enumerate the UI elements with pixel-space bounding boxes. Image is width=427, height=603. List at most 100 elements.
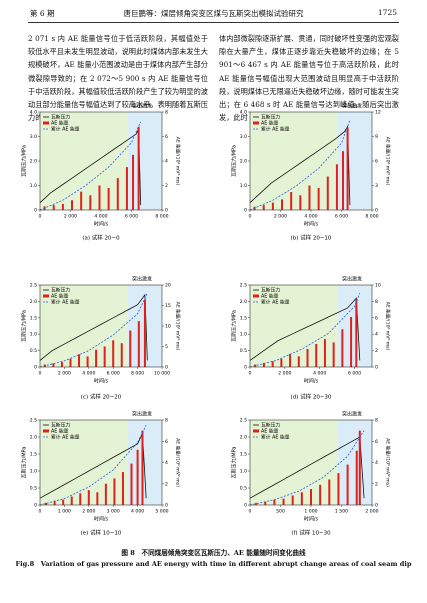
x-tick-label: 2 000 — [274, 214, 287, 220]
legend-label: 瓦斯压力 — [261, 422, 280, 429]
ae-bar — [262, 362, 265, 367]
ae-bar — [98, 185, 101, 210]
y-axis-label: 瓦斯压力/MPa — [21, 310, 28, 342]
y2-tick-label: 6 — [375, 159, 378, 165]
plot-frame — [249, 111, 373, 211]
ae-bar — [290, 192, 293, 210]
y-tick-label: 1.5 — [240, 315, 247, 321]
y-tick-label: 1.5 — [30, 315, 37, 321]
legend-label: AE 能量 — [51, 120, 69, 127]
ae-bar — [271, 202, 274, 210]
ae-bar — [104, 483, 107, 505]
y2-tick-label: 4 — [375, 460, 378, 466]
cumulative-line — [39, 121, 142, 211]
phase-background — [337, 285, 372, 367]
ae-bar — [346, 464, 349, 505]
ae-bar — [332, 342, 335, 367]
y2-tick-label: 8 — [375, 299, 378, 305]
y2-axis-label: AE 能量/(10⁶ mV²·ms) — [175, 438, 182, 487]
plot-frame — [39, 284, 163, 368]
y-tick-label: 4.0 — [240, 110, 247, 116]
x-tick-label: 2 000 — [58, 371, 71, 377]
x-tick-label: 2 000 — [278, 371, 291, 377]
panel-caption: (b) 试样 20−10 — [291, 234, 332, 242]
y2-tick-label: 2 — [165, 183, 168, 189]
ae-bar — [281, 199, 284, 210]
y2-tick-label: 2 — [165, 481, 168, 487]
ae-bar — [70, 496, 73, 505]
ae-bar — [52, 363, 55, 367]
annotation: 突出激发 — [342, 276, 362, 283]
y-tick-label: 2.0 — [30, 159, 37, 165]
ae-bar — [125, 167, 128, 210]
plot-frame — [249, 419, 373, 506]
y-tick-label: 1.0 — [30, 469, 37, 475]
plot-frame — [249, 284, 373, 368]
cumulative-line — [249, 430, 365, 506]
y2-tick-label: 2 — [375, 348, 378, 354]
y2-tick-label: 5 — [165, 344, 168, 350]
ae-bar — [310, 489, 312, 505]
y2-tick-label: 6 — [375, 315, 378, 321]
ae-bar — [289, 353, 292, 367]
phase-background — [250, 112, 338, 210]
ae-bar — [141, 430, 144, 505]
y-tick-label: 3.0 — [30, 134, 37, 140]
ae-bar — [300, 492, 303, 505]
y-tick-label: 1.0 — [240, 332, 247, 338]
y-tick-label: 1.0 — [240, 469, 247, 475]
x-tick-label: 8 000 — [365, 214, 378, 220]
phase-background — [250, 420, 338, 505]
y-tick-label: 0.5 — [30, 348, 37, 354]
ae-bar — [60, 362, 63, 367]
x-axis-label: 时间/s — [94, 516, 109, 523]
y-tick-label: 0 — [244, 503, 247, 509]
x-tick-label: 6 000 — [125, 214, 138, 220]
y-tick-label: 2.5 — [240, 418, 247, 424]
y2-tick-label: 0 — [375, 503, 378, 509]
panel-caption: (a) 试样 20−0 — [82, 234, 120, 242]
y2-tick-label: 4 — [375, 332, 378, 338]
phase-background — [250, 285, 338, 367]
ae-bar — [282, 498, 285, 505]
y-tick-label: 0.5 — [240, 348, 247, 354]
ae-bar — [116, 178, 119, 210]
running-title: 唐巨鹏等：煤层倾角突变区煤与瓦斯突出模拟试验研究 — [123, 9, 304, 18]
y-tick-label: 0.5 — [240, 486, 247, 492]
y2-tick-label: 4 — [165, 159, 168, 165]
y-tick-label: 4.0 — [30, 110, 37, 116]
y-tick-label: 2.5 — [240, 283, 247, 289]
ae-bar — [355, 450, 358, 505]
legend-swatch — [43, 121, 49, 125]
y2-tick-label: 0 — [165, 503, 168, 509]
y-tick-label: 1.0 — [30, 332, 37, 338]
y-axis-label: 瓦斯压力/MPa — [231, 310, 238, 342]
y-axis-label: 瓦斯压力/MPa — [21, 145, 28, 177]
y-tick-label: 0.5 — [30, 486, 37, 492]
y2-tick-label: 3 — [375, 183, 378, 189]
legend-label: 累计 AE 能量 — [261, 299, 290, 306]
x-tick-label: 8 000 — [131, 371, 144, 377]
panel-caption: (e) 试样 10−10 — [81, 529, 122, 537]
panel-caption: (c) 试样 20−20 — [81, 393, 122, 401]
x-tick-label: 6 000 — [107, 371, 120, 377]
ae-bar — [103, 346, 106, 367]
x-tick-label: 2 000 — [82, 509, 95, 515]
panel-caption: (d) 试样 20−30 — [291, 393, 332, 401]
header-rule — [28, 22, 399, 23]
pressure-line — [249, 436, 365, 499]
y2-tick-label: 20 — [165, 283, 171, 289]
y-tick-label: 0 — [34, 208, 37, 214]
ae-bar — [78, 354, 81, 367]
y2-tick-label: 15 — [165, 303, 171, 309]
ae-bar — [328, 479, 331, 505]
x-tick-label: 0 — [39, 214, 42, 220]
y2-tick-label: 8 — [375, 418, 378, 424]
y-tick-label: 1.5 — [30, 452, 37, 458]
legend-label: 累计 AE 能量 — [51, 299, 80, 306]
x-tick-label: 10 000 — [154, 371, 170, 377]
legend-label: 瓦斯压力 — [51, 114, 70, 121]
pressure-line — [249, 297, 361, 361]
x-tick-label: 0 — [39, 509, 42, 515]
